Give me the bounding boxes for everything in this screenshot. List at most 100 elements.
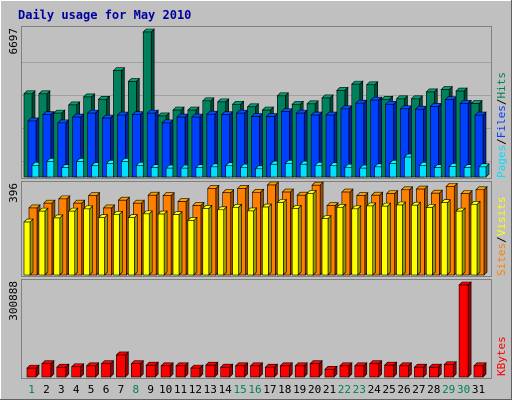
- legend-separator: /: [495, 99, 508, 106]
- bar-kbytes-day-19: [294, 362, 308, 378]
- bar-pages-day-17-face: [270, 163, 278, 178]
- x-axis-day-labels: 1 2 3 4 5 6 7 8 9 10 11 12 13 14 15 16 17 18 19 20 21 22 23 24 2…: [28, 383, 485, 396]
- bar-kbytes-day-11: [175, 362, 189, 378]
- bar-visits-day-14-face: [217, 209, 224, 276]
- bar-kbytes-day-17: [264, 363, 279, 378]
- bar-visits-day-4-face: [68, 210, 75, 276]
- ymax-label-hits: 6697: [7, 28, 20, 55]
- x-tick-label-day-6: 6: [103, 383, 110, 396]
- bar-kbytes-day-21: [324, 365, 338, 378]
- x-tick-label-day-15: 15: [233, 383, 246, 396]
- bar-visits-day-2-face: [38, 210, 46, 276]
- bars-sites-visits: [23, 181, 488, 276]
- bar-visits-day-16: [246, 207, 258, 276]
- bar-visits-day-19-side: [297, 204, 302, 276]
- bar-kbytes-day-10-face: [160, 365, 171, 378]
- panel-frame-hits: [21, 26, 492, 179]
- bar-kbytes-day-21-face: [324, 369, 335, 378]
- bar-visits-day-28-face: [425, 207, 433, 276]
- bar-visits-day-4-side: [74, 207, 78, 276]
- x-tick-label-day-25: 25: [382, 383, 395, 396]
- bar-visits-day-12: [187, 216, 198, 276]
- bar-visits-day-14-side: [223, 206, 227, 276]
- x-tick-label-day-22: 22: [338, 383, 351, 396]
- bar-visits-day-12-side: [193, 216, 198, 276]
- bar-visits-day-2: [38, 207, 49, 276]
- bar-kbytes-day-16: [249, 362, 264, 378]
- x-tick-label-day-5: 5: [88, 383, 95, 396]
- bar-pages-day-20-face: [314, 165, 323, 178]
- bar-visits-day-18-side: [282, 198, 287, 276]
- bar-pages-day-25-face: [389, 163, 397, 178]
- bar-pages-day-9-face: [150, 167, 159, 178]
- bar-visits-day-27-face: [411, 204, 418, 276]
- legend-hits: Hits: [495, 72, 508, 99]
- legend-kbytes-panel: KBytes: [495, 336, 508, 376]
- bar-kbytes-day-3-face: [56, 366, 67, 378]
- bar-kbytes-day-4-face: [71, 366, 81, 378]
- bar-visits-day-30-face: [455, 210, 463, 276]
- bar-kbytes-day-20: [309, 359, 323, 378]
- bar-kbytes-day-18: [279, 362, 294, 378]
- bar-visits-day-3: [53, 214, 64, 276]
- bar-files-day-8: [131, 110, 145, 178]
- bar-sites-day-31-side: [483, 186, 488, 276]
- bar-visits-day-5: [82, 205, 94, 276]
- bar-kbytes-day-30-side: [467, 281, 472, 378]
- legend-sites-panel: Sites/Visits: [495, 197, 508, 277]
- bar-pages-day-31-face: [478, 166, 487, 178]
- bar-kbytes-day-26: [398, 362, 413, 378]
- bar-visits-day-19: [291, 204, 302, 276]
- bar-pages-day-22-face: [344, 166, 353, 178]
- bar-visits-day-15-side: [238, 203, 242, 276]
- bar-visits-day-27: [410, 201, 422, 276]
- bar-pages-day-10-face: [165, 167, 174, 178]
- bar-visits-day-21: [321, 214, 332, 276]
- bar-pages-day-8-face: [136, 165, 144, 178]
- bar-kbytes-day-12-face: [190, 367, 201, 378]
- bar-visits-day-14: [216, 206, 228, 276]
- bar-visits-day-1-side: [29, 218, 34, 276]
- x-tick-label-day-13: 13: [204, 383, 217, 396]
- bar-kbytes-day-7: [115, 351, 130, 378]
- bar-visits-day-7-side: [119, 210, 123, 276]
- bar-visits-day-20: [306, 189, 317, 276]
- bar-pages-day-29-face: [448, 166, 457, 178]
- bar-files-day-28: [429, 102, 443, 178]
- bar-kbytes-day-26-face: [399, 365, 409, 378]
- bar-kbytes-day-10: [160, 362, 174, 378]
- bar-pages-day-27-face: [419, 165, 427, 178]
- bar-pages-day-24-face: [374, 166, 383, 178]
- bar-visits-day-24-face: [366, 205, 374, 276]
- bar-kbytes-day-4: [70, 363, 85, 378]
- bar-kbytes-day-13-face: [205, 364, 216, 378]
- ymax-label-kbytes: 300888: [7, 281, 20, 321]
- bar-kbytes-day-17-face: [265, 366, 275, 378]
- bar-kbytes-day-8: [130, 359, 145, 378]
- x-tick-label-day-19: 19: [293, 383, 306, 396]
- bar-kbytes-day-28-face: [428, 366, 439, 378]
- bar-kbytes-day-2-face: [41, 363, 52, 378]
- bar-pages-day-12-face: [195, 167, 204, 178]
- bar-kbytes-day-28: [428, 363, 443, 378]
- bar-kbytes-day-18-face: [279, 365, 290, 378]
- bar-files-day-27: [414, 105, 428, 178]
- bars-hits-files-pages: [23, 28, 490, 178]
- legend-kbytes: KBytes: [495, 336, 508, 376]
- bar-visits-day-29-side: [446, 199, 451, 276]
- bar-kbytes-day-22-face: [339, 365, 350, 378]
- bar-kbytes-day-11-face: [175, 365, 186, 378]
- bar-visits-day-13: [202, 204, 213, 276]
- bar-kbytes-day-25: [383, 361, 398, 378]
- bar-visits-day-19-face: [291, 208, 299, 276]
- bar-visits-day-24-side: [372, 202, 377, 276]
- bar-kbytes-day-25-face: [384, 364, 394, 378]
- bar-visits-day-31-face: [470, 204, 478, 276]
- bar-pages-day-14-face: [225, 165, 233, 178]
- bar-visits-day-9-side: [148, 210, 153, 276]
- x-tick-label-day-23: 23: [353, 383, 366, 396]
- bar-visits-day-4: [67, 207, 79, 276]
- bar-visits-day-29: [440, 199, 451, 276]
- panel-frame-kbytes: [21, 279, 492, 379]
